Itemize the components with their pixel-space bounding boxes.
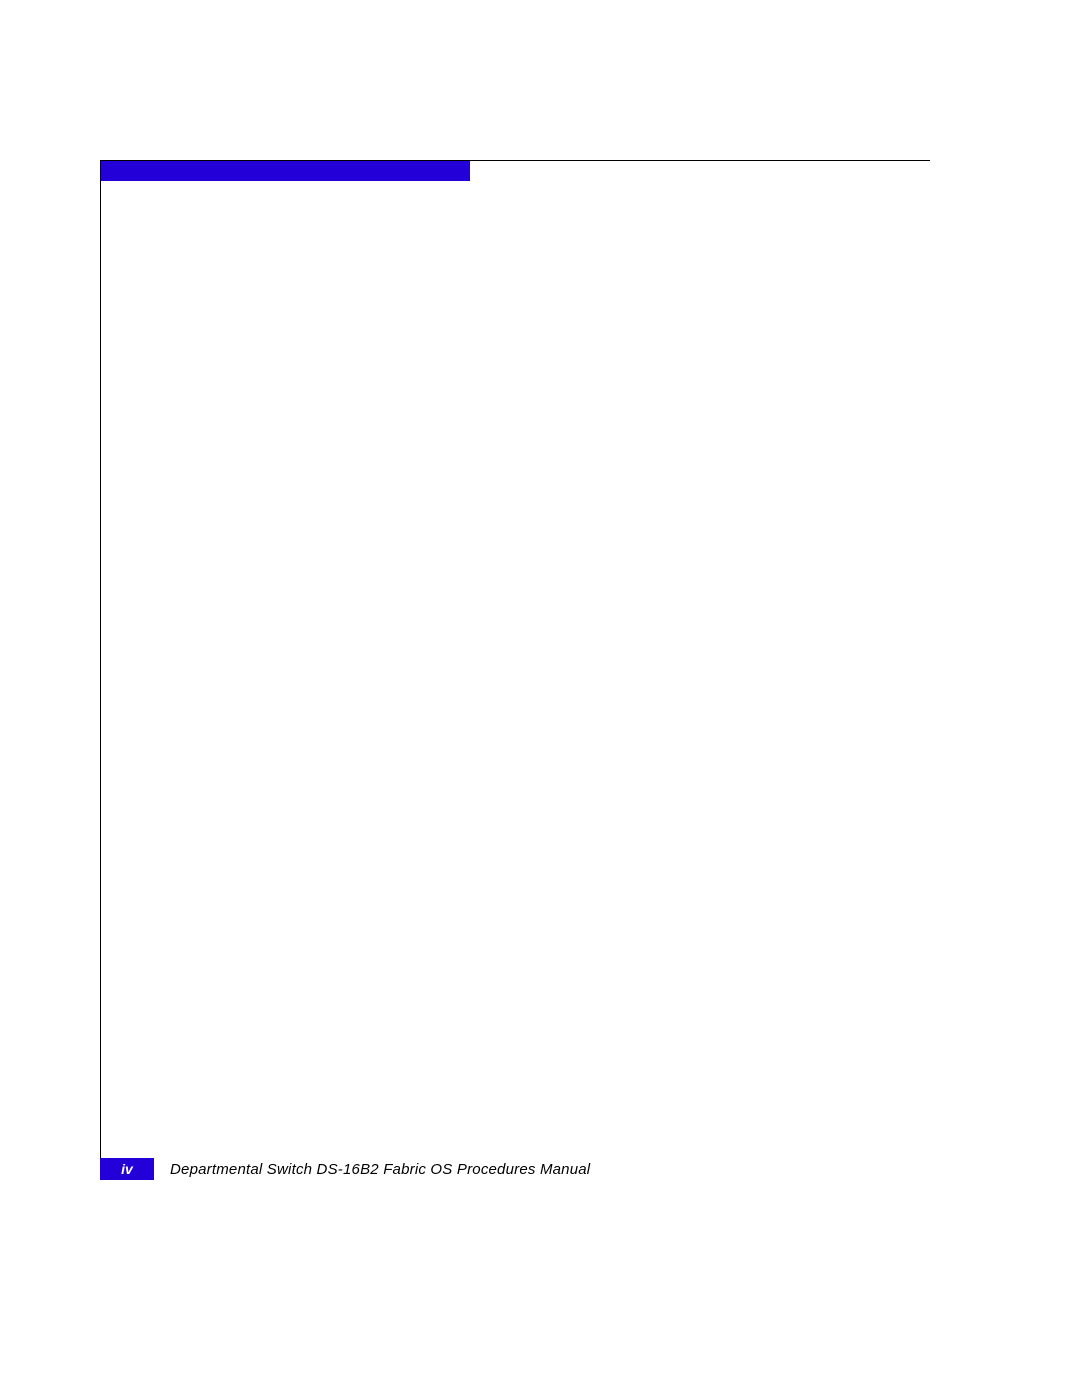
page-number-box: iv — [100, 1158, 154, 1180]
page-number: iv — [121, 1161, 133, 1177]
header-accent-bar — [100, 161, 470, 181]
left-vertical-rule — [100, 161, 101, 1161]
footer-document-title: Departmental Switch DS-16B2 Fabric OS Pr… — [170, 1161, 590, 1178]
page-content-area — [100, 160, 930, 1160]
page-footer: iv Departmental Switch DS-16B2 Fabric OS… — [100, 1158, 590, 1180]
